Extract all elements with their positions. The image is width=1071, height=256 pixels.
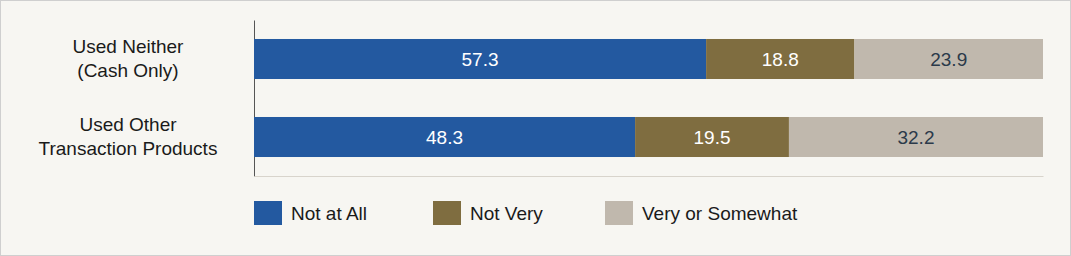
legend-swatch	[254, 201, 282, 225]
data-label: 18.8	[762, 49, 799, 70]
data-label: 19.5	[694, 127, 731, 148]
data-label: 48.3	[426, 127, 463, 148]
x-axis-line	[255, 176, 1044, 177]
data-label: 32.2	[897, 127, 934, 148]
bar	[254, 39, 706, 79]
legend-label: Very or Somewhat	[642, 203, 798, 224]
legend-label: Not at All	[291, 203, 367, 224]
chart: Used Neither(Cash Only) Used OtherTransac…	[0, 0, 1071, 256]
data-label: 57.3	[462, 49, 499, 70]
legend-swatch	[433, 201, 461, 225]
legend: Not at All Not Very Very or Somewhat	[254, 201, 798, 225]
bar	[854, 39, 1043, 79]
category-label: Used OtherTransaction Products	[39, 114, 218, 159]
bar	[254, 117, 635, 157]
bar	[706, 39, 854, 79]
legend-swatch	[605, 201, 633, 225]
background	[1, 1, 1071, 256]
category-label: Used Neither(Cash Only)	[73, 36, 185, 81]
data-label: 23.9	[930, 49, 967, 70]
data-labels: 57.3 18.8 23.9 48.3 19.5 32.2	[426, 49, 967, 148]
bars	[254, 39, 1043, 157]
x-axis	[255, 176, 1044, 177]
bar	[789, 117, 1043, 157]
legend-label: Not Very	[470, 203, 543, 224]
bar	[635, 117, 789, 157]
